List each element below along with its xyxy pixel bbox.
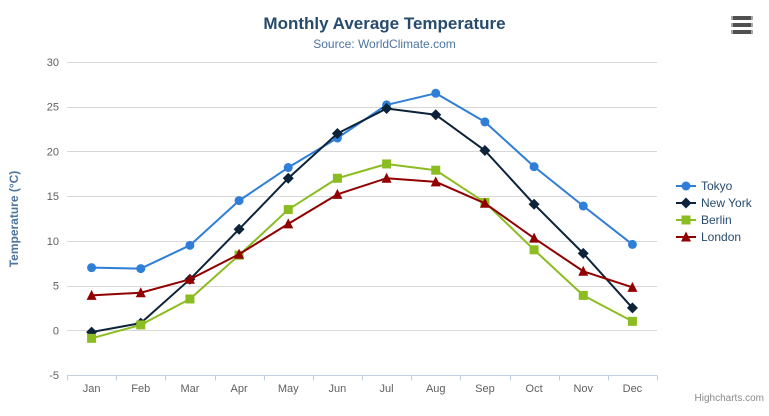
legend-symbol-circle-icon (676, 181, 696, 190)
data-point-london-Oct[interactable] (529, 232, 540, 243)
series-line-new-york (90, 107, 634, 334)
legend-symbol-marker (681, 231, 691, 241)
legend-label: Tokyo (701, 178, 733, 193)
data-point-new-york-Jul[interactable] (381, 103, 393, 115)
y-axis-tick-label: -5 (49, 370, 59, 382)
legend-symbol-marker (681, 215, 691, 224)
x-axis-tick-label: Sep (475, 383, 495, 395)
legend-item-tokyo[interactable]: Tokyo (676, 177, 752, 194)
hamburger-icon (731, 30, 753, 34)
data-point-london-Nov[interactable] (578, 265, 589, 276)
legend-item-berlin[interactable]: Berlin (676, 211, 752, 228)
data-point-tokyo-Sep[interactable] (480, 117, 490, 127)
series-tokyo (87, 88, 637, 274)
y-axis-tick-label: 30 (47, 57, 59, 69)
data-point-berlin-Jan[interactable] (87, 333, 97, 343)
data-point-london-Jul[interactable] (381, 172, 392, 183)
x-axis-tick-label: Oct (526, 383, 543, 395)
series-line-london (90, 177, 634, 297)
legend-symbol-marker (681, 181, 691, 190)
x-axis-tick-label: Jun (329, 383, 347, 395)
data-point-new-york-Oct[interactable] (528, 198, 540, 210)
data-point-tokyo-Nov[interactable] (578, 201, 588, 211)
y-axis-tick-label: 10 (47, 236, 59, 248)
y-axis-title: Temperature (°C) (7, 170, 21, 268)
data-point-london-Dec[interactable] (627, 281, 638, 292)
series-new-york (86, 103, 638, 338)
data-point-berlin-May[interactable] (283, 205, 293, 215)
data-point-new-york-Sep[interactable] (479, 145, 491, 157)
data-point-new-york-Jun[interactable] (331, 128, 343, 140)
x-axis-tick-label: Mar (180, 383, 199, 395)
data-point-new-york-Nov[interactable] (577, 247, 589, 259)
data-point-new-york-May[interactable] (282, 172, 294, 184)
data-point-berlin-Jun[interactable] (332, 173, 342, 183)
legend-symbol-diamond-icon (676, 197, 696, 208)
hamburger-icon (731, 23, 753, 27)
x-axis-tick-label: Jan (83, 383, 101, 395)
series-london (86, 172, 638, 300)
data-point-new-york-Dec[interactable] (626, 302, 638, 314)
hamburger-icon (731, 16, 753, 20)
legend-label: New York (701, 195, 752, 210)
data-point-berlin-Feb[interactable] (136, 320, 146, 330)
x-axis-tick-label: Jul (380, 383, 394, 395)
data-point-tokyo-Jan[interactable] (87, 263, 97, 273)
credits-link[interactable]: Highcharts.com (694, 393, 764, 404)
chart-subtitle: Source: WorldClimate.com (313, 37, 456, 51)
x-axis-tick-label: May (278, 383, 299, 395)
y-axis-tick-label: 20 (47, 146, 59, 158)
data-point-berlin-Aug[interactable] (431, 165, 441, 175)
data-point-new-york-Aug[interactable] (430, 109, 442, 121)
data-point-london-Mar[interactable] (184, 273, 195, 284)
data-point-tokyo-Oct[interactable] (529, 162, 539, 172)
legend-item-new-york[interactable]: New York (676, 194, 752, 211)
y-axis-tick-label: 0 (53, 325, 59, 337)
chart-title: Monthly Average Temperature (263, 14, 506, 33)
data-point-london-Sep[interactable] (479, 197, 490, 208)
legend: Tokyo New York Berlin London (676, 177, 752, 245)
data-point-london-Aug[interactable] (430, 176, 441, 187)
data-point-london-May[interactable] (283, 218, 294, 229)
series-line-berlin (90, 162, 634, 340)
data-point-berlin-Mar[interactable] (185, 294, 195, 304)
export-menu-button[interactable] (731, 16, 753, 34)
data-point-new-york-Apr[interactable] (233, 223, 245, 235)
x-axis-tick-label: Apr (231, 383, 248, 395)
legend-label: London (701, 229, 742, 244)
legend-symbol-triangle-icon (676, 231, 696, 241)
y-axis-tick-label: 5 (53, 281, 59, 293)
data-point-tokyo-Mar[interactable] (185, 240, 195, 250)
y-axis-tick-label: 15 (47, 191, 59, 203)
x-axis-tick-label: Aug (426, 383, 446, 395)
data-point-tokyo-Apr[interactable] (234, 196, 244, 206)
series-line-tokyo (90, 92, 634, 270)
x-axis-tick-label: Feb (131, 383, 150, 395)
x-axis-tick-label: Dec (623, 383, 643, 395)
data-point-berlin-Nov[interactable] (578, 290, 588, 300)
data-point-tokyo-Dec[interactable] (627, 239, 637, 249)
y-axis-tick-label: 25 (47, 102, 59, 114)
data-point-london-Feb[interactable] (135, 287, 146, 298)
data-point-london-Apr[interactable] (234, 248, 245, 259)
data-point-berlin-Dec[interactable] (627, 316, 637, 326)
legend-symbol-square-icon (676, 215, 696, 224)
data-point-london-Jun[interactable] (332, 188, 343, 199)
legend-label: Berlin (701, 212, 732, 227)
data-point-london-Jan[interactable] (86, 289, 97, 300)
data-point-berlin-Oct[interactable] (529, 245, 539, 255)
legend-symbol-marker (680, 197, 692, 208)
data-point-berlin-Jul[interactable] (382, 159, 392, 169)
data-point-tokyo-Feb[interactable] (136, 264, 146, 274)
data-point-tokyo-May[interactable] (283, 163, 293, 173)
data-point-tokyo-Aug[interactable] (431, 88, 441, 98)
legend-item-london[interactable]: London (676, 228, 752, 245)
x-axis-tick-label: Nov (573, 383, 593, 395)
